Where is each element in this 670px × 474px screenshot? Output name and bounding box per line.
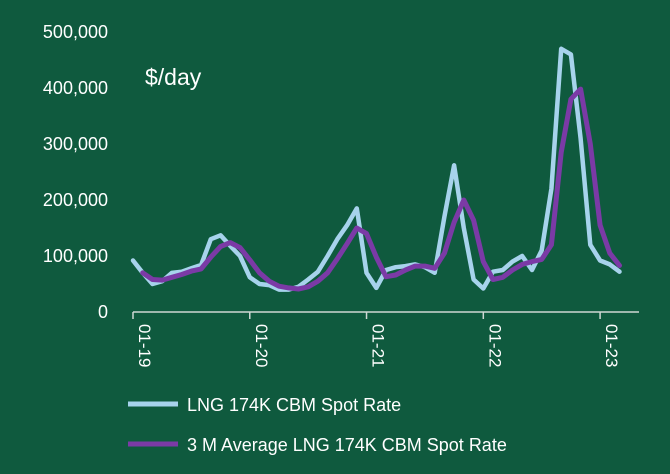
y-tick-label: 500,000 bbox=[43, 22, 108, 42]
y-axis: 0 100,000 200,000 300,000 400,000 500,000 bbox=[43, 22, 108, 322]
x-tick-label: 01-22 bbox=[485, 324, 504, 367]
y-tick-label: 300,000 bbox=[43, 134, 108, 154]
x-tick-label: 01-21 bbox=[369, 324, 388, 367]
unit-label: $/day bbox=[145, 64, 202, 90]
legend: LNG 174K CBM Spot Rate 3 M Average LNG 17… bbox=[128, 395, 507, 455]
y-tick-label: 200,000 bbox=[43, 190, 108, 210]
x-tick-label: 01-20 bbox=[252, 324, 271, 367]
y-tick-label: 100,000 bbox=[43, 246, 108, 266]
x-axis: 01-19 01-20 01-21 01-22 01-23 bbox=[132, 311, 639, 367]
y-tick-label: 0 bbox=[98, 302, 108, 322]
y-tick-label: 400,000 bbox=[43, 78, 108, 98]
legend-label: LNG 174K CBM Spot Rate bbox=[187, 395, 401, 415]
x-tick-label: 01-19 bbox=[135, 324, 154, 367]
series-line-spot bbox=[130, 46, 622, 292]
legend-label: 3 M Average LNG 174K CBM Spot Rate bbox=[187, 435, 507, 455]
plot-lines bbox=[130, 46, 622, 292]
x-tick-label: 01-23 bbox=[602, 324, 621, 367]
series-line-avg bbox=[140, 86, 622, 292]
